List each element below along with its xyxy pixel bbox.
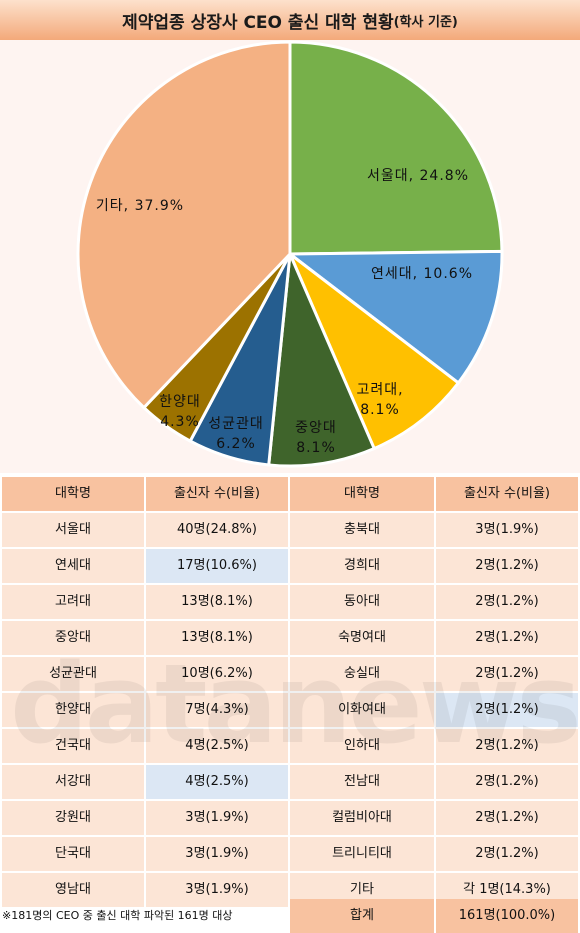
university-name: 중앙대 (2, 621, 144, 655)
university-name: 이화여대 (290, 693, 434, 727)
table-row: 강원대 3명(1.9%) 컬럼비아대 2명(1.2%) (0, 801, 580, 835)
university-name: 연세대 (2, 549, 144, 583)
university-name: 고려대 (2, 585, 144, 619)
graduate-count: 2명(1.2%) (436, 693, 578, 727)
graduate-count: 13명(8.1%) (146, 585, 288, 619)
graduate-count: 2명(1.2%) (436, 765, 578, 799)
table-row: 서울대 40명(24.8%) 충북대 3명(1.9%) (0, 513, 580, 547)
graduate-count: 10명(6.2%) (146, 657, 288, 691)
table-row: 건국대 4명(2.5%) 인하대 2명(1.2%) (0, 729, 580, 763)
university-name: 인하대 (290, 729, 434, 763)
pie-slice (288, 40, 504, 256)
slice-label: 연세대, 10.6% (371, 266, 473, 282)
graduate-count: 2명(1.2%) (436, 801, 578, 835)
header-count-1: 출신자 수(비율) (146, 477, 288, 511)
total-value: 161명(100.0%) (436, 899, 578, 933)
table-row: 성균관대 10명(6.2%) 숭실대 2명(1.2%) (0, 657, 580, 691)
university-name: 영남대 (2, 873, 144, 907)
university-name: 한양대 (2, 693, 144, 727)
graduate-count: 13명(8.1%) (146, 621, 288, 655)
header-university-2: 대학명 (290, 477, 434, 511)
university-name: 경희대 (290, 549, 434, 583)
graduate-count: 3명(1.9%) (146, 837, 288, 871)
chart-title-suffix: (학사 기준) (393, 14, 458, 30)
university-name: 성균관대 (2, 657, 144, 691)
university-name: 트리니티대 (290, 837, 434, 871)
graduate-count: 2명(1.2%) (436, 549, 578, 583)
graduate-count: 2명(1.2%) (436, 837, 578, 871)
graduate-count: 2명(1.2%) (436, 621, 578, 655)
university-name: 충북대 (290, 513, 434, 547)
graduate-count: 2명(1.2%) (436, 657, 578, 691)
pie-chart-area: 서울대, 24.8% 연세대, 10.6% 고려대, 8.1% 중앙대 8.1% 성균관대 6… (0, 40, 580, 473)
slice-value-label: 8.1% (360, 402, 400, 418)
graduate-count: 3명(1.9%) (146, 801, 288, 835)
pie-slice (286, 249, 461, 451)
chart-title-bar: 제약업종 상장사 CEO 출신 대학 현황 (학사 기준) (0, 0, 580, 40)
university-name: 숭실대 (290, 657, 434, 691)
university-name: 서울대 (2, 513, 144, 547)
chart-title: 제약업종 상장사 CEO 출신 대학 현황 (122, 12, 394, 33)
header-count-2: 출신자 수(비율) (436, 477, 578, 511)
graduate-count: 4명(2.5%) (146, 729, 288, 763)
graduate-count: 2명(1.2%) (436, 729, 578, 763)
university-name: 단국대 (2, 837, 144, 871)
pie-slice (76, 40, 292, 410)
graduate-count: 2명(1.2%) (436, 585, 578, 619)
table-row: 중앙대 13명(8.1%) 숙명여대 2명(1.2%) (0, 621, 580, 655)
slice-value-label: 8.1% (296, 440, 336, 456)
university-table: 대학명 출신자 수(비율) 대학명 출신자 수(비율) 서울대 40명(24.8%… (0, 473, 580, 933)
table-header-row: 대학명 출신자 수(비율) 대학명 출신자 수(비율) (0, 477, 580, 511)
university-name: 컬럼비아대 (290, 801, 434, 835)
slice-label: 중앙대 (295, 420, 337, 436)
graduate-count: 17명(10.6%) (146, 549, 288, 583)
graduate-count: 7명(4.3%) (146, 693, 288, 727)
table-total-row: 합계 161명(100.0%) (0, 899, 580, 933)
university-name: 동아대 (290, 585, 434, 619)
pie-chart: 서울대, 24.8% 연세대, 10.6% 고려대, 8.1% 중앙대 8.1% 성균관대 6… (76, 40, 504, 468)
university-name: 숙명여대 (290, 621, 434, 655)
graduate-count: 4명(2.5%) (146, 765, 288, 799)
table-footnote: ※181명의 CEO 중 출신 대학 파악된 161명 대상 (2, 909, 233, 922)
total-label: 합계 (290, 899, 434, 933)
slice-label: 기타, 37.9% (96, 198, 184, 214)
graduate-count: 40명(24.8%) (146, 513, 288, 547)
table-row: 단국대 3명(1.9%) 트리니티대 2명(1.2%) (0, 837, 580, 871)
header-university-1: 대학명 (2, 477, 144, 511)
table-row: 고려대 13명(8.1%) 동아대 2명(1.2%) (0, 585, 580, 619)
slice-value-label: 4.3% (160, 414, 200, 430)
table-row: 서강대 4명(2.5%) 전남대 2명(1.2%) (0, 765, 580, 799)
slice-label: 한양대 (159, 394, 201, 410)
slice-value-label: 6.2% (216, 436, 256, 452)
table-row: 연세대 17명(10.6%) 경희대 2명(1.2%) (0, 549, 580, 583)
university-name: 서강대 (2, 765, 144, 799)
pie-slice (285, 249, 504, 385)
pie-slice (267, 248, 377, 468)
university-name: 건국대 (2, 729, 144, 763)
table-row: 한양대 7명(4.3%) 이화여대 2명(1.2%) (0, 693, 580, 727)
slice-label: 서울대, 24.8% (367, 168, 469, 184)
slice-label: 성균관대 (208, 416, 264, 432)
university-name: 강원대 (2, 801, 144, 835)
university-name: 전남대 (290, 765, 434, 799)
graduate-count: 3명(1.9%) (436, 513, 578, 547)
graduate-count: 3명(1.9%) (146, 873, 288, 907)
slice-label: 고려대, (356, 382, 403, 398)
